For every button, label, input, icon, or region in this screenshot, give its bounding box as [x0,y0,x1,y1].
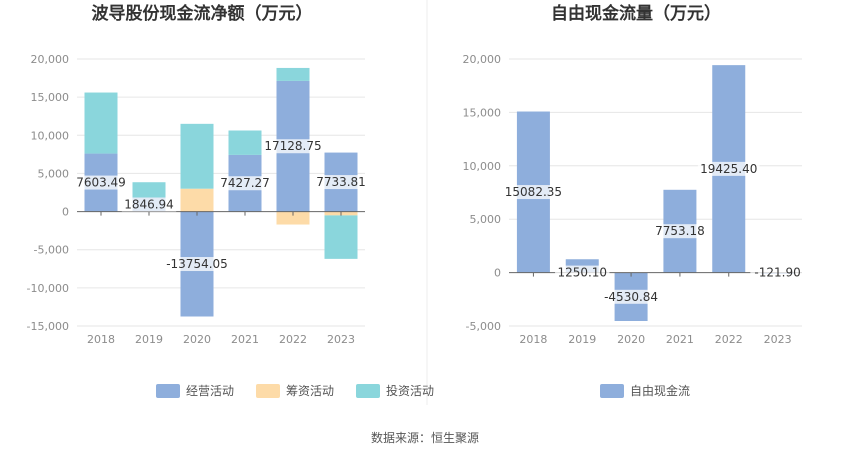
y-tick-label: 10,000 [463,160,502,173]
data-label-bg [313,175,369,190]
data-label: -4530.84 [604,290,658,304]
data-label: 1250.10 [557,266,607,280]
y-tick-label: 20,000 [463,53,502,66]
x-tick-label: 2018 [519,333,547,346]
data-label: 15082.35 [505,185,562,199]
x-tick-label: 2023 [764,333,792,346]
data-label: 1846.94 [124,198,174,212]
data-label-bg [121,197,177,212]
data-label: 7733.81 [316,175,366,189]
legend-label: 投资活动 [386,383,434,398]
data-label: 7427.27 [220,176,270,190]
y-tick-label: 5,000 [470,213,502,226]
y-tick-label: 10,000 [31,129,70,142]
y-tick-label: -5,000 [34,244,69,257]
legend-swatch [600,384,624,398]
chart-title: 自由现金流量（万元） [551,3,721,24]
legend-swatch [156,384,180,398]
x-tick-label: 2021 [231,333,259,346]
x-tick-label: 2019 [568,333,596,346]
data-source-note: 数据来源：恒生聚源 [370,431,479,445]
y-tick-label: 20,000 [31,53,70,66]
x-tick-label: 2018 [87,333,115,346]
data-label: 7753.18 [655,224,705,238]
bar [276,67,310,81]
y-tick-label: 0 [62,206,69,219]
x-tick-label: 2020 [183,333,211,346]
bar [132,182,166,198]
x-tick-label: 2022 [715,333,743,346]
x-tick-label: 2022 [279,333,307,346]
legend-label: 经营活动 [186,384,234,398]
data-label-bg [73,175,129,190]
data-label-bg [555,265,610,280]
chart-1: 波导股份现金流净额（万元） -15,000 -10,000 -5,000 0 5,000 1… [27,3,434,398]
y-tick-label: 15,000 [463,106,502,119]
x-tick-label: 2021 [666,333,694,346]
legend-swatch [256,384,280,398]
legend-swatch [356,384,380,398]
data-label-bg [162,257,232,272]
legend-label: 筹资活动 [286,384,334,398]
y-tick-label: 5,000 [38,167,70,180]
data-label: -121.90 [754,266,800,280]
x-tick-label: 2019 [135,333,163,346]
x-tick-label: 2023 [327,333,355,346]
legend-label: 自由现金流 [630,383,690,398]
bar [180,188,214,212]
bar [228,130,262,155]
y-tick-label: 0 [494,267,501,280]
bar [180,123,214,189]
data-label-bg [600,289,662,304]
data-label: -13754.05 [166,257,228,271]
data-label-bg [652,224,708,239]
y-tick-label: -5,000 [466,320,501,333]
data-label-bg [502,185,565,200]
chart-title: 波导股份现金流净额（万元） [92,3,313,24]
data-label-bg [697,161,760,176]
data-label: 19425.40 [700,162,757,176]
y-tick-label: -15,000 [27,320,69,333]
bar [276,211,310,225]
y-tick-label: -10,000 [27,282,69,295]
bar [324,215,358,259]
data-label-bg [750,265,805,280]
data-label: 17128.75 [264,139,321,153]
data-label-bg [262,139,324,154]
chart-2: 自由现金流量（万元） -5,000 0 5,000 10,000 15,000 20,000… [463,3,805,398]
y-tick-label: 15,000 [31,91,70,104]
bar [84,92,118,154]
x-tick-label: 2020 [617,333,645,346]
data-label-bg [217,176,273,191]
data-label: 7603.49 [76,176,126,190]
